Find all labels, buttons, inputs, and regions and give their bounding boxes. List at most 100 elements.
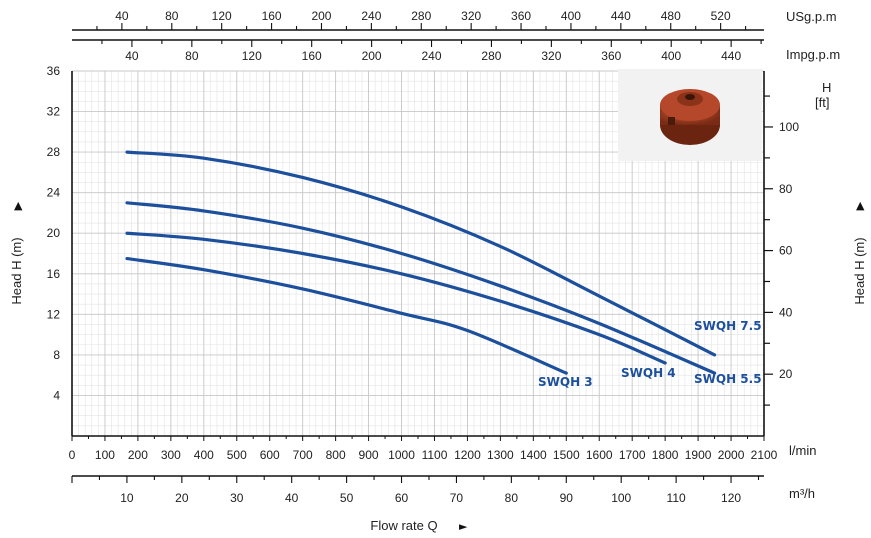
series-label-swqh-5-5: SWQH 5.5 bbox=[694, 372, 762, 386]
x-tick-label-m3h: 60 bbox=[395, 491, 409, 505]
x-tick-label-usgpm: 280 bbox=[411, 9, 431, 23]
pump-impeller-photo bbox=[618, 69, 762, 161]
x-tick-label-lmin: 700 bbox=[293, 448, 313, 462]
x-tick-label-impgpm: 120 bbox=[242, 49, 262, 63]
y-axis-arrow-left: ▲ bbox=[14, 199, 23, 212]
curve-swqh-7-5 bbox=[125, 150, 717, 357]
y-tick-label-m: 32 bbox=[47, 105, 61, 119]
y-axis-arrow-right: ▲ bbox=[856, 199, 865, 212]
x-tick-label-m3h: 30 bbox=[230, 491, 244, 505]
curve-swqh-3 bbox=[125, 256, 568, 375]
ft-axis-label-unit: [ft] bbox=[815, 95, 829, 110]
x-tick-label-impgpm: 320 bbox=[541, 49, 561, 63]
x-tick-label-usgpm: 160 bbox=[262, 9, 282, 23]
series-labels: SWQH 7.5 SWQH 5.5 SWQH 4 SWQH 3 bbox=[538, 319, 762, 389]
x-tick-label-lmin: 1000 bbox=[388, 448, 415, 462]
y-axis-ft-ticks: 20 40 60 80 100 bbox=[764, 95, 799, 406]
x-tick-label-lmin: 0 bbox=[69, 448, 76, 462]
y-tick-label-m: 24 bbox=[47, 186, 61, 200]
x-tick-label-usgpm: 400 bbox=[561, 9, 581, 23]
x-tick-label-lmin: 100 bbox=[95, 448, 115, 462]
x-tick-label-m3h: 90 bbox=[560, 491, 574, 505]
x-tick-label-m3h: 80 bbox=[505, 491, 519, 505]
x-tick-label-lmin: 1900 bbox=[685, 448, 712, 462]
y-axis-title-left: Head H (m) bbox=[9, 237, 24, 304]
series-label-swqh-3: SWQH 3 bbox=[538, 375, 593, 389]
x-tick-label-usgpm: 80 bbox=[165, 9, 179, 23]
x-tick-label-m3h: 10 bbox=[120, 491, 134, 505]
x-tick-label-lmin: 1800 bbox=[652, 448, 679, 462]
x-tick-label-lmin: 1600 bbox=[586, 448, 613, 462]
y-tick-label-m: 20 bbox=[47, 226, 61, 240]
x-tick-label-lmin: 400 bbox=[194, 448, 214, 462]
x-tick-label-impgpm: 40 bbox=[125, 49, 139, 63]
x-tick-label-impgpm: 160 bbox=[302, 49, 322, 63]
x-axis-arrow: ► bbox=[459, 520, 468, 533]
x-unit-usgpm: USg.p.m bbox=[786, 9, 837, 24]
y-tick-label-ft: 80 bbox=[779, 182, 793, 196]
x-tick-label-usgpm: 240 bbox=[361, 9, 381, 23]
x-tick-label-m3h: 120 bbox=[721, 491, 741, 505]
x-tick-label-lmin: 2000 bbox=[718, 448, 745, 462]
x-tick-label-impgpm: 280 bbox=[481, 49, 501, 63]
x-tick-label-usgpm: 40 bbox=[115, 9, 129, 23]
x-tick-label-impgpm: 400 bbox=[661, 49, 681, 63]
x-tick-label-lmin: 1400 bbox=[520, 448, 547, 462]
x-axis-lmin: 0 100 200 300 400 500 600 700 800 900 1000 1100 1200… bbox=[69, 436, 778, 462]
x-unit-impgpm: Impg.p.m bbox=[786, 47, 840, 62]
curve-swqh-5-5 bbox=[125, 201, 717, 375]
x-tick-label-impgpm: 240 bbox=[422, 49, 442, 63]
x-tick-label-m3h: 40 bbox=[285, 491, 299, 505]
y-tick-label-ft: 60 bbox=[779, 244, 793, 258]
x-tick-label-impgpm: 200 bbox=[362, 49, 382, 63]
y-tick-label-m: 36 bbox=[47, 64, 61, 78]
x-tick-label-lmin: 500 bbox=[227, 448, 247, 462]
impeller-image bbox=[660, 89, 720, 145]
x-tick-label-lmin: 600 bbox=[260, 448, 280, 462]
series-label-swqh-7-5: SWQH 7.5 bbox=[694, 319, 762, 333]
x-tick-label-m3h: 50 bbox=[340, 491, 354, 505]
y-tick-label-m: 8 bbox=[53, 348, 60, 362]
x-tick-label-lmin: 1700 bbox=[619, 448, 646, 462]
x-tick-label-usgpm: 360 bbox=[511, 9, 531, 23]
x-tick-label-lmin: 1100 bbox=[422, 448, 448, 462]
x-tick-label-impgpm: 440 bbox=[721, 49, 741, 63]
x-unit-m3h: m³/h bbox=[789, 486, 815, 501]
x-tick-label-m3h: 110 bbox=[667, 491, 686, 505]
x-tick-label-lmin: 300 bbox=[161, 448, 181, 462]
x-unit-lmin: l/min bbox=[789, 443, 816, 458]
x-tick-label-usgpm: 120 bbox=[212, 9, 232, 23]
x-tick-label-lmin: 800 bbox=[326, 448, 346, 462]
ft-axis-label-h: H bbox=[822, 80, 831, 95]
x-tick-label-lmin: 1200 bbox=[454, 448, 481, 462]
y-tick-label-ft: 100 bbox=[779, 120, 799, 134]
x-axis-impgpm: 40 80 120 160 200 240 280 320 360 400 440 bbox=[72, 39, 764, 63]
x-axis-title: Flow rate Q bbox=[370, 518, 437, 533]
x-tick-label-lmin: 2100 bbox=[751, 448, 778, 462]
x-tick-label-m3h: 20 bbox=[175, 491, 189, 505]
x-tick-label-m3h: 100 bbox=[611, 491, 631, 505]
x-tick-label-usgpm: 320 bbox=[461, 9, 481, 23]
x-tick-label-m3h: 70 bbox=[450, 491, 464, 505]
y-axis-title-right: Head H (m) bbox=[852, 237, 867, 304]
x-tick-label-lmin: 1300 bbox=[487, 448, 514, 462]
y-tick-label-m: 28 bbox=[47, 145, 61, 159]
y-tick-label-m: 16 bbox=[47, 267, 61, 281]
y-tick-label-ft: 20 bbox=[779, 367, 793, 381]
x-tick-label-usgpm: 480 bbox=[661, 9, 681, 23]
x-axis-usgpm: 40 80 120 160 200 240 280 320 360 400 440 480 520 bbox=[72, 9, 764, 31]
performance-curves bbox=[125, 150, 717, 375]
y-tick-label-m: 4 bbox=[53, 388, 60, 402]
x-tick-label-impgpm: 360 bbox=[601, 49, 621, 63]
x-tick-label-usgpm: 520 bbox=[711, 9, 731, 23]
y-tick-label-m: 12 bbox=[47, 307, 61, 321]
x-tick-label-lmin: 900 bbox=[359, 448, 379, 462]
series-label-swqh-4: SWQH 4 bbox=[621, 366, 676, 380]
x-axis-m3h: 10 20 30 40 50 60 70 80 90 100 110 120 bbox=[71, 475, 764, 505]
y-axis-m-ticks: 4 8 12 16 20 24 28 32 36 bbox=[47, 64, 61, 402]
x-tick-label-lmin: 200 bbox=[128, 448, 148, 462]
x-tick-label-impgpm: 80 bbox=[185, 49, 199, 63]
x-tick-label-usgpm: 440 bbox=[611, 9, 631, 23]
y-tick-label-ft: 40 bbox=[779, 305, 793, 319]
x-tick-label-usgpm: 200 bbox=[311, 9, 331, 23]
